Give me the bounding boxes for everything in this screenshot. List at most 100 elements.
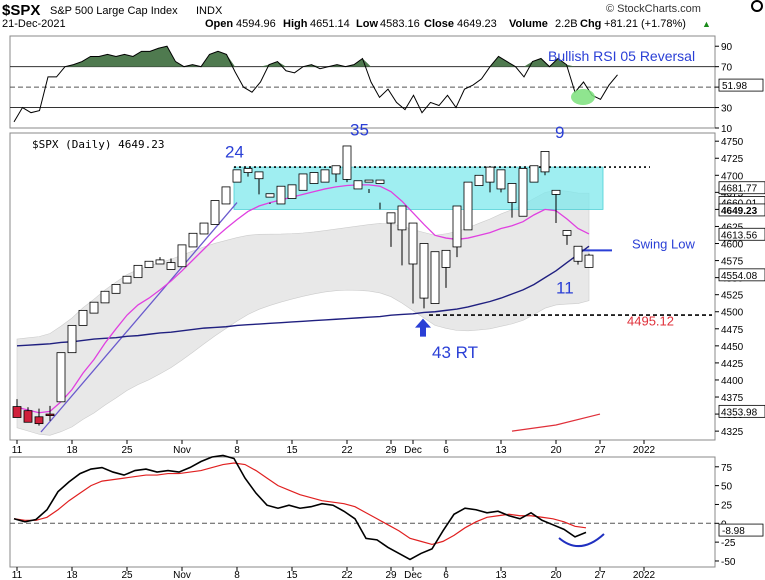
candle [177,244,187,268]
annotation-24: 24 [225,143,244,162]
candle [331,165,341,175]
candle [199,222,209,235]
x-tick-label: 6 [443,445,449,456]
macd-smile-curve [558,533,605,547]
candle [551,189,561,195]
candle [287,184,297,199]
macd-tick-label: 50 [721,482,733,493]
red-trend-line [511,413,601,432]
open-value: 4594.96 [236,18,276,30]
candle [441,249,451,268]
rsi-panel [9,35,716,129]
x-tick-label: 11 [12,570,23,580]
close-value: 4649.23 [457,18,497,30]
candle [12,406,22,418]
candle [67,324,77,354]
candle [221,186,231,205]
price-value-box [718,404,765,418]
header-date: 21-Dec-2021 [2,18,66,30]
candle [232,169,242,183]
low-value: 4583.16 [380,18,420,30]
candle [188,232,198,248]
candle [34,416,44,425]
candle [474,174,484,186]
macd-tick-label: 25 [721,500,733,511]
price-value-label: 4554.08 [721,271,758,282]
candle [111,284,121,294]
candle [419,243,429,299]
x-tick-label: 27 [594,570,606,580]
macd-signal-line [13,462,587,546]
candle [23,410,33,423]
price-tick-label: 4525 [721,291,744,302]
macd-tick-label: -25 [721,538,736,549]
x-tick-label: 29 [385,445,397,456]
x-tick-label: 18 [66,570,78,580]
price-value-label: 4649.23 [721,206,758,217]
price-tick-label: 4375 [721,393,744,404]
ma-long-line [16,245,590,347]
price-tick-label: 4500 [721,308,744,319]
rsi-overbought-fill [14,46,618,67]
price-tick-label: 4600 [721,240,744,251]
candle [254,171,264,180]
x-tick-label: Nov [173,570,191,580]
price-tick-label: 4575 [721,257,744,268]
chg-label: Chg [580,18,601,30]
x-tick-label: 2022 [633,445,656,456]
rsi-tick-label: 90 [721,42,733,53]
price-value-label: 4613.56 [721,230,758,241]
x-tick-label: 25 [121,445,133,456]
candle [144,260,154,268]
chg-arrow: ▲ [702,19,711,29]
price-tick-label: 4725 [721,154,744,165]
x-tick-label: 8 [234,570,240,580]
macd-last-value: -8.98 [722,526,745,537]
rsi-tick-label: 30 [721,104,733,115]
low-label: Low [356,18,378,30]
price-panel-title: $SPX (Daily) 4649.23 [32,138,164,151]
x-tick-label: 8 [234,445,240,456]
rsi-line [13,45,618,123]
last-value-box [718,523,764,537]
price-value-box [718,227,765,241]
x-tick-label: 22 [341,570,353,580]
candle [408,222,418,265]
annotation-9: 9 [555,123,564,142]
candle [562,230,572,236]
candle [166,262,176,270]
price-value-box [718,181,765,195]
macd-line [13,454,587,561]
x-tick-label: 22 [341,445,353,456]
annotation-11: 11 [556,278,574,297]
ma-short-line [16,184,590,414]
consolidation-box [233,166,604,210]
candle [100,290,110,304]
annotation-35: 35 [350,121,369,140]
close-label: Close [424,18,454,30]
annotation-43-rt: 43 RT [432,343,478,362]
candle [353,180,363,190]
high-label: High [283,18,308,30]
volume-value: 2.2B [555,18,578,30]
rsi-last-value: 51.98 [722,81,747,92]
candle [430,251,440,304]
price-value-box [718,268,765,282]
x-tick-label: 29 [385,570,397,580]
x-tick-label: 27 [594,445,606,456]
candle [320,169,330,183]
candle [540,151,550,173]
candle [485,166,495,183]
trendline [40,202,238,433]
x-tick-label: 18 [66,445,78,456]
candle [397,205,407,231]
price-value-label: 4353.98 [721,407,758,418]
logo-icon [751,0,763,12]
price-value-label: 4681.77 [721,184,758,195]
price-tick-label: 4700 [721,171,744,182]
rsi-annotation: Bullish RSI 05 Reversal [548,48,695,64]
x-tick-label: 13 [495,445,507,456]
price-tick-label: 4425 [721,359,744,370]
candle [243,168,253,173]
